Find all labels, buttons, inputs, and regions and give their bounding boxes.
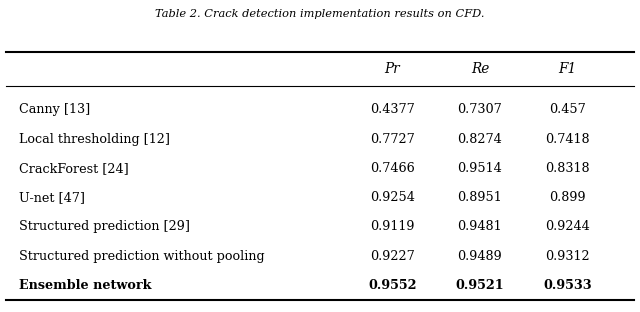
Text: Table 2. Crack detection implementation results on CFD.: Table 2. Crack detection implementation … [156, 9, 484, 19]
Text: U-net [47]: U-net [47] [19, 191, 85, 204]
Text: 0.9312: 0.9312 [545, 250, 590, 263]
Text: Re: Re [471, 62, 489, 76]
Text: 0.9254: 0.9254 [370, 191, 415, 204]
Text: 0.9244: 0.9244 [545, 221, 590, 233]
Text: 0.9481: 0.9481 [458, 221, 502, 233]
Text: Ensemble network: Ensemble network [19, 279, 152, 292]
Text: CrackForest [24]: CrackForest [24] [19, 162, 129, 175]
Text: 0.9533: 0.9533 [543, 279, 592, 292]
Text: 0.4377: 0.4377 [370, 103, 415, 116]
Text: 0.8951: 0.8951 [458, 191, 502, 204]
Text: 0.7466: 0.7466 [370, 162, 415, 175]
Text: Local thresholding [12]: Local thresholding [12] [19, 133, 170, 145]
Text: 0.7307: 0.7307 [458, 103, 502, 116]
Text: 0.9521: 0.9521 [456, 279, 504, 292]
Text: Structured prediction [29]: Structured prediction [29] [19, 221, 190, 233]
Text: 0.9552: 0.9552 [368, 279, 417, 292]
Text: Canny [13]: Canny [13] [19, 103, 90, 116]
Text: 0.9489: 0.9489 [458, 250, 502, 263]
Text: 0.9119: 0.9119 [370, 221, 414, 233]
Text: 0.899: 0.899 [549, 191, 586, 204]
Text: 0.8274: 0.8274 [458, 133, 502, 145]
Text: 0.9514: 0.9514 [458, 162, 502, 175]
Text: Pr: Pr [384, 62, 400, 76]
Text: 0.8318: 0.8318 [545, 162, 590, 175]
Text: F1: F1 [559, 62, 577, 76]
Text: 0.7727: 0.7727 [370, 133, 415, 145]
Text: Structured prediction without pooling: Structured prediction without pooling [19, 250, 264, 263]
Text: 0.7418: 0.7418 [545, 133, 590, 145]
Text: 0.457: 0.457 [549, 103, 586, 116]
Text: 0.9227: 0.9227 [370, 250, 415, 263]
